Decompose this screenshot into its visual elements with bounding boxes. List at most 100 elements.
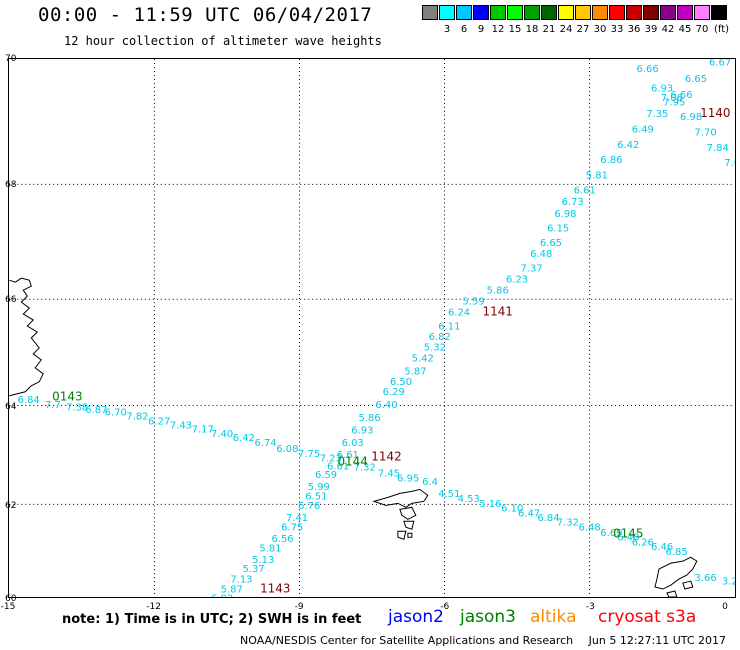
wave-height-value: 6.65 bbox=[685, 74, 707, 85]
wave-height-value: 7.84 bbox=[707, 143, 729, 154]
legend-label: 24 bbox=[559, 24, 573, 35]
wave-height-value: 6.65 bbox=[540, 238, 562, 249]
coastlines bbox=[9, 277, 698, 597]
x-tick-label: -3 bbox=[585, 602, 595, 612]
wave-height-value: 3.2 bbox=[722, 576, 736, 587]
wave-height-value: 5.13 bbox=[252, 555, 274, 566]
pass-time-label: 0143 bbox=[52, 389, 82, 403]
wave-height-value: 7.40 bbox=[211, 429, 233, 440]
wave-height-value: 6.47 bbox=[518, 508, 540, 519]
wave-height-value: 7.45 bbox=[378, 468, 400, 479]
legend-label: 27 bbox=[576, 24, 590, 35]
pass-time-label: 1143 bbox=[260, 582, 290, 596]
wave-height-value: 6.51 bbox=[305, 492, 327, 503]
wave-height-value: 6.42 bbox=[617, 140, 639, 151]
legend-swatch bbox=[575, 5, 591, 20]
wave-height-value: 7.6 bbox=[724, 158, 736, 169]
wave-height-value: 6.29 bbox=[383, 387, 405, 398]
wave-height-value: 6.76 bbox=[298, 501, 320, 512]
wave-height-value: 6.24 bbox=[448, 308, 470, 319]
legend-swatch bbox=[558, 5, 574, 20]
legend-unit: (ft) bbox=[714, 24, 730, 35]
legend-swatch bbox=[524, 5, 540, 20]
y-tick-label: 60 bbox=[5, 594, 17, 604]
x-tick-label: -9 bbox=[294, 602, 304, 612]
wave-height-value: 7.43 bbox=[170, 420, 192, 431]
legend-swatch bbox=[541, 5, 557, 20]
wave-height-value: 5.81 bbox=[259, 543, 281, 554]
legend-swatch bbox=[422, 5, 438, 20]
wave-height-value: 6.48 bbox=[579, 522, 601, 533]
wave-height-value: 6.15 bbox=[547, 223, 569, 234]
wave-height-value: 6.61 bbox=[574, 185, 596, 196]
legend-swatch bbox=[439, 5, 455, 20]
wave-height-value: 5.86 bbox=[487, 286, 509, 297]
wave-height-value: 5.42 bbox=[412, 353, 434, 364]
legend-label: 18 bbox=[525, 24, 539, 35]
wave-height-value: 4.51 bbox=[438, 489, 460, 500]
legend-swatch bbox=[456, 5, 472, 20]
wave-height-value: 7.32 bbox=[354, 463, 376, 474]
wave-height-value: 7.95 bbox=[663, 97, 685, 108]
wave-height-value: 5.32 bbox=[424, 343, 446, 354]
wave-height-value: 7.06 bbox=[661, 93, 683, 104]
legend-label: 45 bbox=[678, 24, 692, 35]
wave-height-value: 7.41 bbox=[286, 513, 308, 524]
legend-swatch bbox=[473, 5, 489, 20]
wave-height-value: 6.40 bbox=[375, 400, 397, 411]
wave-height-value: 6.59 bbox=[315, 470, 337, 481]
wave-height-value: 5.87 bbox=[221, 585, 243, 596]
wave-height-value: 6.70 bbox=[105, 408, 127, 419]
wave-height-value: 6.61 bbox=[327, 462, 349, 473]
wave-height-value: 5.81 bbox=[586, 170, 608, 181]
legend-label: 15 bbox=[508, 24, 522, 35]
wave-height-value: 6.11 bbox=[438, 321, 460, 332]
wave-height-value: 7.70 bbox=[695, 128, 717, 139]
legend-swatch bbox=[643, 5, 659, 20]
wave-height-value: 7.35 bbox=[646, 109, 668, 120]
wave-height-value: 6.66 bbox=[670, 90, 692, 101]
wave-height-value: 5.99 bbox=[308, 482, 330, 493]
iceland-coastline bbox=[9, 277, 44, 397]
satellite-label-jason2: jason2 bbox=[388, 607, 444, 627]
wave-height-value: 6.75 bbox=[281, 522, 303, 533]
wave-height-value: 5.59 bbox=[462, 297, 484, 308]
wave-height-value: 6.48 bbox=[530, 249, 552, 260]
x-tick-label: -12 bbox=[146, 602, 161, 612]
legend-label: 36 bbox=[627, 24, 641, 35]
satellite-label-jason3: jason3 bbox=[460, 607, 516, 627]
wave-height-value: 6.84 bbox=[18, 395, 40, 406]
wave-height-value: 7.38 bbox=[66, 403, 88, 414]
wave-height-value: 7.32 bbox=[557, 518, 579, 529]
footer-timestamp: Jun 5 12:27:11 UTC 2017 bbox=[588, 634, 727, 647]
altimeter-map: 6.676.666.656.936.667.067.957.35 6.986.49… bbox=[8, 58, 736, 598]
wave-height-value: 6.93 bbox=[651, 83, 673, 94]
wave-height-value: 6.69 bbox=[600, 528, 622, 539]
legend-swatch bbox=[711, 5, 727, 20]
legend-swatch bbox=[490, 5, 506, 20]
legend-label: 39 bbox=[644, 24, 658, 35]
wave-height-value: 6.02 bbox=[211, 593, 233, 598]
legend-label: 6 bbox=[460, 24, 468, 35]
x-tick-label: 0 bbox=[722, 602, 728, 612]
pass-time-label: 0144 bbox=[337, 455, 367, 469]
satellite-label-cryosat-s3a: cryosat s3a bbox=[598, 607, 697, 627]
wave-height-value: 5.87 bbox=[404, 366, 426, 377]
legend-label: 9 bbox=[477, 24, 485, 35]
legend-label: 42 bbox=[661, 24, 675, 35]
wave-height-value: 7.7 bbox=[45, 400, 61, 411]
wave-height-value: 6.87 bbox=[85, 405, 107, 416]
note-text: note: 1) Time is in UTC; 2) SWH is in fe… bbox=[62, 612, 362, 627]
legend-label: 30 bbox=[593, 24, 607, 35]
wave-height-value: 6.84 bbox=[537, 513, 559, 524]
pass-time-label: 1141 bbox=[483, 305, 513, 319]
x-tick-label: -6 bbox=[440, 602, 450, 612]
wave-height-value: 7.37 bbox=[520, 263, 542, 274]
wave-height-value: 7.17 bbox=[192, 424, 214, 435]
wave-height-value: 6.23 bbox=[506, 275, 528, 286]
wave-height-value: 6.10 bbox=[501, 504, 523, 515]
y-tick-label: 68 bbox=[5, 179, 17, 190]
pass-time-label: 1142 bbox=[371, 450, 401, 464]
wave-height-tracks: 6.676.666.656.936.667.067.957.35 6.986.49… bbox=[18, 59, 736, 598]
wave-height-value: 6.49 bbox=[632, 124, 654, 135]
